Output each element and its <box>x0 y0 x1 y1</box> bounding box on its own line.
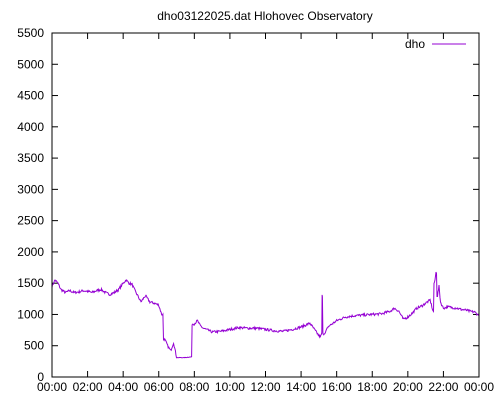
x-tick-label: 04:00 <box>108 380 138 394</box>
series-line-dho <box>51 271 480 359</box>
y-tick-label: 5500 <box>17 26 44 40</box>
y-tick-label: 3000 <box>17 182 44 196</box>
y-tick-label: 4500 <box>17 89 44 103</box>
x-tick-label: 00:00 <box>464 380 494 394</box>
x-tick-label: 06:00 <box>144 380 174 394</box>
x-tick-label: 00:00 <box>37 380 67 394</box>
y-tick-label: 500 <box>24 339 44 353</box>
y-tick-label: 3500 <box>17 151 44 165</box>
x-tick-label: 08:00 <box>179 380 209 394</box>
legend: dho <box>405 37 466 51</box>
x-tick-label: 10:00 <box>215 380 245 394</box>
x-axis: 00:00 02:00 04:00 06:00 08:00 10:00 12:00 14:00… <box>37 33 494 394</box>
x-tick-label: 20:00 <box>393 380 423 394</box>
y-tick-label: 5000 <box>17 57 44 71</box>
x-tick-label: 18:00 <box>357 380 387 394</box>
y-tick-label: 2500 <box>17 214 44 228</box>
y-tick-label: 0 <box>37 370 44 384</box>
x-tick-label: 16:00 <box>322 380 352 394</box>
x-tick-label: 12:00 <box>250 380 280 394</box>
y-tick-label: 4000 <box>17 120 44 134</box>
x-tick-label: 14:00 <box>286 380 316 394</box>
x-tick-label: 22:00 <box>428 380 458 394</box>
series-layer <box>51 271 480 359</box>
plot-frame <box>51 32 480 378</box>
y-tick-label: 1500 <box>17 276 44 290</box>
y-axis: 0 500 1000 1500 2000 2500 3000 3500 4000 4500 5000… <box>17 26 479 384</box>
y-tick-label: 1000 <box>17 307 44 321</box>
y-tick-label: 2000 <box>17 245 44 259</box>
x-tick-label: 02:00 <box>73 380 103 394</box>
legend-label: dho <box>405 37 425 51</box>
chart-title: dho03122025.dat Hlohovec Observatory <box>157 9 372 23</box>
